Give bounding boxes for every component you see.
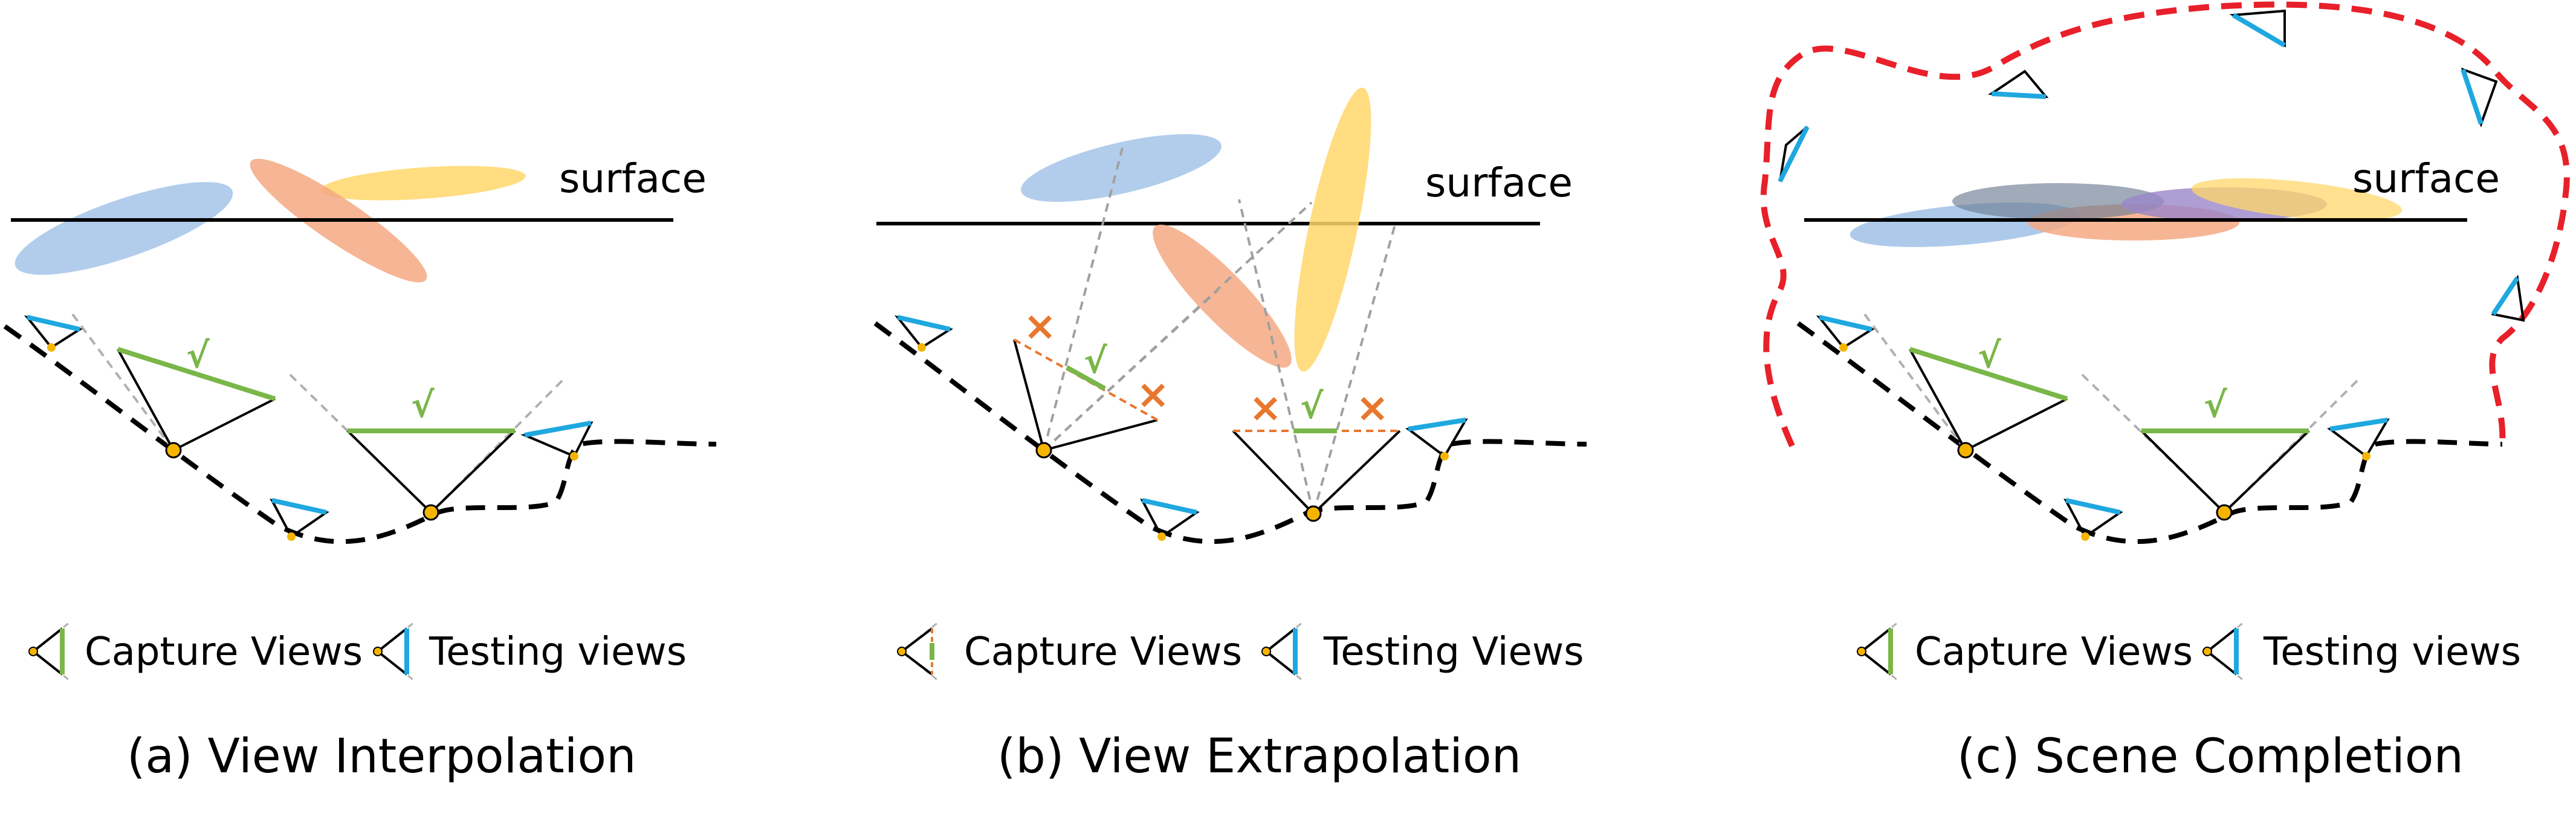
capture-view <box>1013 338 1158 459</box>
camera-trajectory <box>873 321 1587 544</box>
check-mark: √ <box>1300 386 1324 427</box>
cross-mark: × <box>1023 303 1057 349</box>
check-mark: √ <box>411 384 435 425</box>
testing-view-icon <box>1987 69 2049 99</box>
legend-testing-icon <box>373 621 415 682</box>
capture-view <box>1863 313 2068 459</box>
testing-view-icon <box>2327 418 2390 460</box>
gaussian-yellow <box>2191 178 2403 221</box>
testing-view-icon <box>1778 126 1810 183</box>
camera-trajectory <box>3 324 717 544</box>
surface-label: surface <box>1425 160 1573 206</box>
cross-mark: × <box>1249 384 1282 431</box>
gaussian-blue <box>1021 134 1222 202</box>
panel-caption: (a) View Interpolation <box>127 729 636 784</box>
gaussian-yellow <box>1294 88 1371 372</box>
gaussian-gray <box>1952 183 2164 219</box>
surface-label: surface <box>559 155 707 202</box>
legend-capture-label: Capture Views <box>1915 630 2193 674</box>
testing-view-icon <box>894 315 954 352</box>
panel-caption: (c) Scene Completion <box>1957 729 2464 784</box>
legend-capture-icon <box>1857 621 1898 682</box>
capture-view <box>71 313 276 459</box>
testing-view-icon <box>2063 498 2123 541</box>
testing-view-icon <box>2491 274 2525 322</box>
gaussian-blue <box>15 182 233 275</box>
testing-view-icon <box>24 315 83 352</box>
projection-rays <box>1043 147 1397 514</box>
legend-testing-label: Testing Views <box>1323 630 1584 674</box>
testing-view-icon <box>2461 67 2498 128</box>
legend-testing-icon <box>2202 621 2244 682</box>
testing-view-icon <box>520 421 594 460</box>
legend-testing-icon <box>1261 621 1303 682</box>
capture-view <box>1232 428 1401 522</box>
legend-testing-label: Testing views <box>2263 630 2521 674</box>
panel-view-extrapolation: surface × <box>873 88 1587 784</box>
legend-capture-icon <box>897 621 939 682</box>
legend-capture-label: Capture Views <box>85 630 363 674</box>
cross-mark: × <box>1356 384 1389 431</box>
gaussian-orange <box>1153 224 1292 368</box>
testing-view-icon <box>270 498 329 541</box>
legend-capture-label: Capture Views <box>964 630 1242 674</box>
cross-mark: × <box>1136 371 1170 418</box>
check-mark: √ <box>2204 384 2227 425</box>
testing-view-icon <box>2229 9 2286 48</box>
panel-view-interpolation: surface √ √ <box>3 155 717 784</box>
capture-view <box>289 373 563 521</box>
legend-testing-label: Testing views <box>429 630 687 674</box>
testing-view-icon <box>1140 498 1200 541</box>
scene-boundary <box>1760 1 2570 448</box>
testing-view-icon <box>1405 418 1468 460</box>
check-mark: √ <box>1978 335 2001 376</box>
legend-capture-icon <box>28 621 70 682</box>
surface-label: surface <box>2352 155 2500 202</box>
gaussian-yellow <box>320 166 526 201</box>
capture-view <box>2081 373 2358 521</box>
check-mark: √ <box>186 335 210 376</box>
testing-view-icon <box>1816 315 1875 352</box>
check-mark: √ <box>1084 340 1107 381</box>
panel-caption: (b) View Extrapolation <box>997 729 1521 784</box>
panel-scene-completion: surface √ √ <box>1760 1 2570 784</box>
